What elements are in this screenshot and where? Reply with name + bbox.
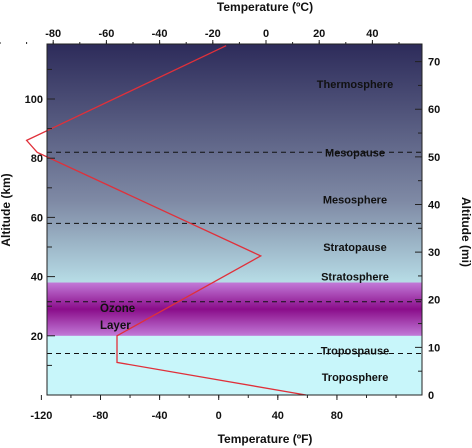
y-left-tick-label: 60 — [31, 212, 43, 224]
layer-label: Mesosphere — [323, 195, 387, 207]
y-right-tick-label: 10 — [428, 342, 440, 354]
x-bottom-tick-label: -40 — [152, 410, 168, 422]
layer-label: Stratosphere — [321, 272, 389, 284]
y-right-tick-label: 50 — [428, 152, 440, 164]
x-top-tick-label: 0 — [263, 28, 269, 40]
x-bottom-tick-label: -80 — [93, 410, 109, 422]
y-left-axis-title: Altitude (km) — [0, 173, 13, 246]
x-top-tick-label: -20 — [205, 28, 221, 40]
layer-label: Tropospause — [321, 346, 389, 358]
y-right-tick-label: 60 — [428, 104, 440, 116]
x-bottom-axis-title: Temperature (ºF) — [218, 432, 313, 446]
y-right-axis-ticks: 0 10 20 30 40 50 60 70 — [415, 57, 440, 402]
x-bottom-tick-label: 40 — [272, 410, 284, 422]
layer-label: Thermosphere — [317, 79, 393, 91]
y-left-tick-label: 20 — [31, 331, 43, 343]
x-bottom-tick-label: -120 — [30, 410, 52, 422]
x-top-axis-title: Temperature (ºC) — [217, 0, 313, 14]
layer-label: Stratopause — [323, 242, 387, 254]
x-bottom-axis-ticks: -120 -80 -40 0 40 80 — [30, 395, 397, 422]
x-top-tick-label: 20 — [313, 28, 325, 40]
x-top-axis-ticks: -80 -60 -40 -20 0 20 40 — [0, 28, 400, 44]
y-right-tick-label: 0 — [428, 390, 434, 402]
y-left-axis-ticks: 20 40 60 80 100 — [25, 68, 55, 366]
x-top-tick-label: 40 — [366, 28, 378, 40]
plot-background — [47, 44, 422, 395]
temperature-profile-line — [25, 45, 307, 396]
x-top-tick-label: -40 — [152, 28, 168, 40]
x-top-tick-label: -80 — [45, 28, 61, 40]
layer-label: Mesopause — [325, 147, 385, 159]
y-left-tick-label: 80 — [31, 153, 43, 165]
y-right-axis-title: Altitude (mi) — [459, 197, 472, 267]
y-right-tick-label: 30 — [428, 247, 440, 259]
x-bottom-tick-label: 80 — [331, 410, 343, 422]
ozone-label-line2: Layer — [100, 320, 131, 332]
ozone-label-line1: Ozone — [100, 303, 135, 315]
layer-labels: Thermosphere Mesopause Mesosphere Stratopau… — [317, 79, 393, 384]
y-right-tick-label: 20 — [428, 295, 440, 307]
plot-frame — [46, 43, 423, 396]
y-right-tick-label: 70 — [428, 57, 440, 69]
x-bottom-tick-label: 0 — [216, 410, 222, 422]
y-left-tick-label: 100 — [25, 94, 43, 106]
y-right-tick-label: 40 — [428, 199, 440, 211]
ozone-layer-band — [47, 282, 422, 336]
y-left-tick-label: 40 — [31, 272, 43, 284]
x-top-tick-label: -60 — [98, 28, 114, 40]
layer-label: Troposphere — [322, 372, 389, 384]
